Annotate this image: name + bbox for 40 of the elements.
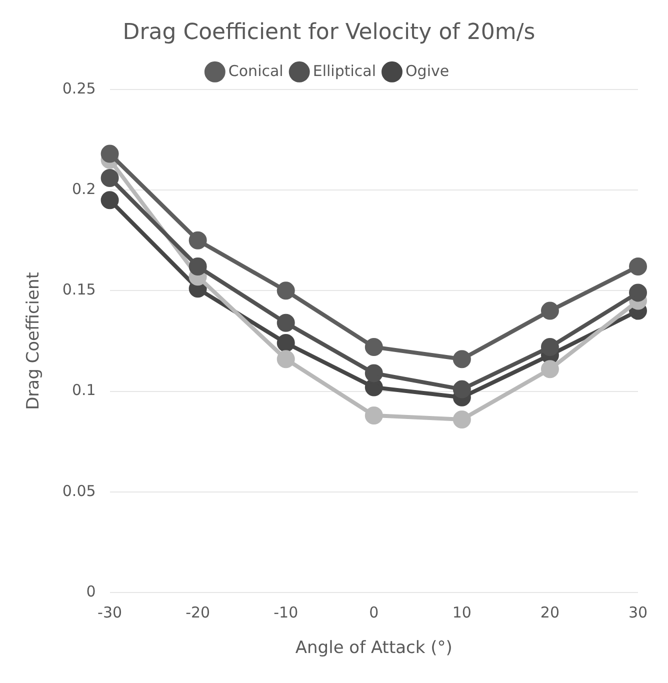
y-tick-label: 0.15 xyxy=(62,280,96,299)
legend-label: Ogive xyxy=(405,62,450,80)
point xyxy=(364,378,383,396)
point xyxy=(364,406,383,424)
x-tick-label: 30 xyxy=(628,603,648,622)
point xyxy=(276,350,295,368)
point xyxy=(276,314,295,332)
point xyxy=(540,360,559,378)
point xyxy=(100,191,119,210)
x-tick-label: 0 xyxy=(369,603,379,622)
x-tick-label: -30 xyxy=(98,603,122,622)
x-axis-title: Angle of Attack (°) xyxy=(295,638,452,658)
point xyxy=(276,334,295,352)
x-tick-label: -20 xyxy=(186,603,210,622)
y-tick-label: 0.2 xyxy=(72,180,96,198)
point xyxy=(452,410,471,428)
point xyxy=(452,380,471,398)
point xyxy=(540,338,559,356)
point xyxy=(364,338,383,356)
point xyxy=(188,258,207,276)
point xyxy=(188,231,207,250)
legend-label: Elliptical xyxy=(312,62,376,80)
point xyxy=(629,284,647,302)
y-tick-label: 0.25 xyxy=(62,79,96,98)
legend-label: Conical xyxy=(228,62,284,80)
point xyxy=(276,282,295,300)
chart-title: Drag Coefficient for Velocity of 20m/s xyxy=(122,20,536,45)
point xyxy=(452,350,471,368)
point xyxy=(540,302,559,320)
point xyxy=(364,364,383,382)
point xyxy=(100,168,119,187)
y-tick-label: 0 xyxy=(86,582,96,600)
point xyxy=(629,258,647,276)
x-tick-label: 20 xyxy=(540,603,560,622)
y-axis-title: Drag Coefficient xyxy=(24,272,44,410)
x-tick-label: 10 xyxy=(452,603,472,622)
y-tick-label: 0.1 xyxy=(72,381,96,400)
y-tick-label: 0.05 xyxy=(62,482,96,500)
x-tick-label: -10 xyxy=(274,603,298,622)
point xyxy=(100,144,119,163)
